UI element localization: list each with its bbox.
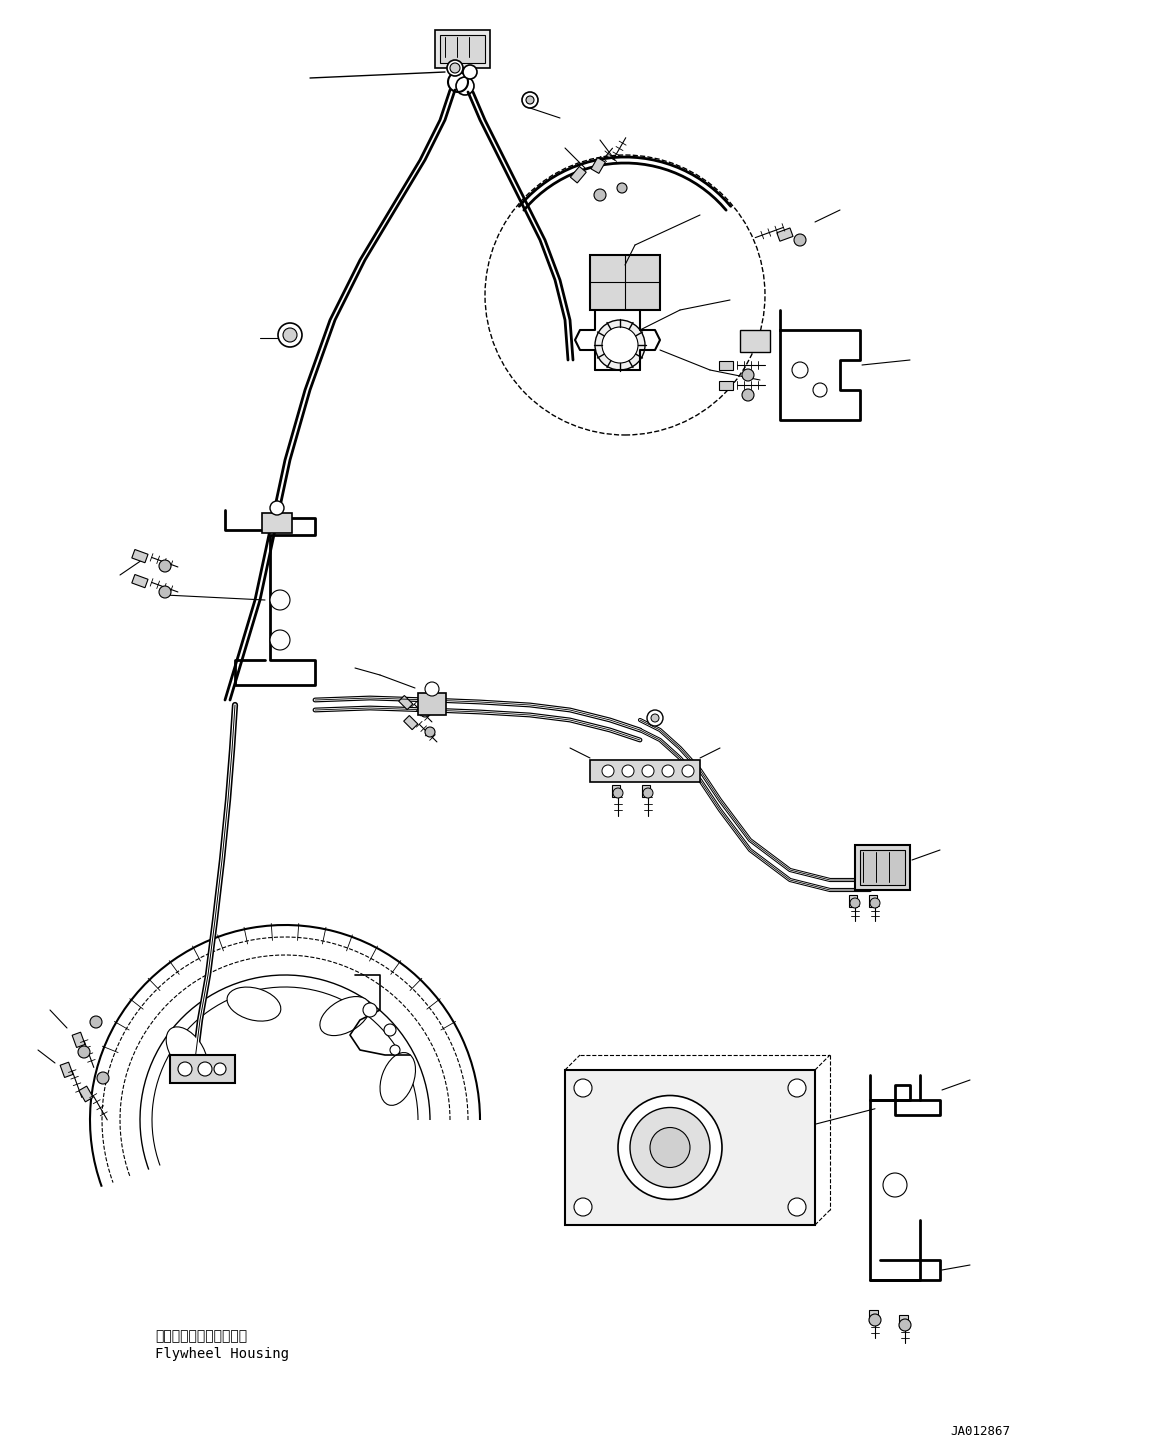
Circle shape: [813, 383, 827, 397]
Text: Flywheel Housing: Flywheel Housing: [155, 1347, 288, 1361]
Bar: [612, 785, 620, 798]
Bar: [591, 158, 606, 173]
Bar: [719, 380, 733, 390]
Bar: [899, 1315, 908, 1327]
Circle shape: [178, 1062, 192, 1077]
Bar: [131, 549, 148, 562]
Circle shape: [613, 788, 623, 798]
Bar: [869, 894, 877, 907]
Circle shape: [522, 92, 538, 108]
Circle shape: [575, 1079, 592, 1097]
Circle shape: [420, 707, 430, 717]
Circle shape: [643, 788, 652, 798]
Circle shape: [526, 95, 534, 104]
Circle shape: [742, 389, 754, 402]
Circle shape: [792, 363, 808, 379]
Circle shape: [651, 714, 659, 722]
Bar: [404, 715, 418, 730]
Circle shape: [270, 630, 290, 650]
Circle shape: [90, 1016, 102, 1027]
Circle shape: [270, 501, 284, 514]
Circle shape: [622, 764, 634, 777]
Circle shape: [594, 189, 606, 201]
Bar: [590, 254, 659, 311]
Circle shape: [159, 587, 171, 598]
Circle shape: [789, 1079, 806, 1097]
Circle shape: [283, 328, 297, 342]
Text: JA012867: JA012867: [950, 1425, 1009, 1438]
Bar: [565, 1069, 815, 1225]
Ellipse shape: [227, 987, 280, 1022]
Bar: [60, 1062, 73, 1078]
Circle shape: [575, 1198, 592, 1217]
Bar: [79, 1087, 93, 1103]
Bar: [72, 1032, 85, 1048]
Bar: [418, 694, 445, 715]
Circle shape: [270, 590, 290, 610]
Bar: [262, 513, 292, 533]
Circle shape: [869, 1314, 882, 1327]
Circle shape: [278, 324, 302, 347]
Circle shape: [159, 561, 171, 572]
Circle shape: [214, 1064, 226, 1075]
Circle shape: [97, 1072, 109, 1084]
Bar: [435, 30, 490, 68]
Circle shape: [789, 1198, 806, 1217]
Circle shape: [618, 1095, 722, 1199]
Bar: [855, 845, 909, 890]
Circle shape: [899, 1319, 911, 1331]
Circle shape: [390, 1045, 400, 1055]
Bar: [170, 1055, 235, 1082]
Bar: [869, 1311, 878, 1322]
Circle shape: [463, 65, 477, 79]
Circle shape: [742, 368, 754, 381]
Bar: [859, 850, 905, 884]
Circle shape: [662, 764, 675, 777]
Circle shape: [682, 764, 694, 777]
Circle shape: [424, 727, 435, 737]
Circle shape: [602, 764, 614, 777]
Circle shape: [647, 709, 663, 725]
Circle shape: [650, 1127, 690, 1168]
Circle shape: [78, 1046, 90, 1058]
Circle shape: [447, 61, 463, 77]
Circle shape: [595, 319, 645, 370]
Circle shape: [794, 234, 806, 246]
Bar: [719, 360, 733, 370]
Bar: [777, 228, 793, 241]
Circle shape: [850, 897, 859, 907]
Text: フライホイルハウジング: フライホイルハウジング: [155, 1329, 247, 1342]
Bar: [440, 35, 485, 64]
Circle shape: [870, 897, 880, 907]
Ellipse shape: [320, 997, 370, 1036]
Ellipse shape: [166, 1027, 207, 1075]
Circle shape: [363, 1003, 377, 1017]
Bar: [590, 760, 700, 782]
Circle shape: [630, 1107, 709, 1188]
Circle shape: [883, 1173, 907, 1196]
Circle shape: [450, 64, 461, 74]
Bar: [131, 575, 148, 588]
Circle shape: [602, 327, 638, 363]
Bar: [740, 329, 770, 353]
Circle shape: [198, 1062, 212, 1077]
Bar: [642, 785, 650, 798]
Bar: [399, 695, 413, 709]
Circle shape: [642, 764, 654, 777]
Ellipse shape: [380, 1052, 415, 1105]
Bar: [849, 894, 857, 907]
Circle shape: [618, 184, 627, 194]
Circle shape: [424, 682, 438, 696]
Bar: [570, 166, 586, 184]
Circle shape: [384, 1025, 395, 1036]
